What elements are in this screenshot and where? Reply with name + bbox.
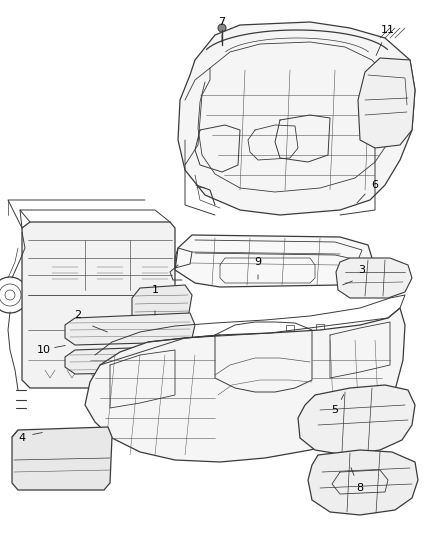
Bar [195, 337, 204, 343]
Text: 3: 3 [358, 265, 365, 275]
Circle shape [218, 24, 226, 32]
Polygon shape [175, 235, 371, 287]
Text: 7: 7 [218, 17, 225, 27]
Polygon shape [335, 258, 411, 298]
Text: 9: 9 [254, 257, 261, 267]
Polygon shape [297, 385, 414, 455]
Text: 11: 11 [380, 25, 394, 35]
Bar [28, 370, 58, 382]
Polygon shape [132, 285, 191, 327]
Polygon shape [357, 58, 414, 148]
Bar [140, 262, 170, 284]
Bar [285, 325, 293, 331]
Text: 10: 10 [37, 345, 51, 355]
Polygon shape [85, 308, 404, 462]
Polygon shape [177, 22, 414, 215]
Polygon shape [307, 450, 417, 515]
Polygon shape [65, 346, 190, 374]
Bar [50, 262, 80, 284]
Text: 1: 1 [151, 285, 158, 295]
Polygon shape [22, 222, 175, 388]
Polygon shape [12, 427, 112, 490]
Text: 6: 6 [371, 180, 378, 190]
Text: 8: 8 [356, 483, 363, 493]
Bar [315, 324, 323, 330]
Polygon shape [65, 313, 194, 345]
Text: 5: 5 [331, 405, 338, 415]
Text: 4: 4 [18, 433, 25, 443]
Text: 2: 2 [74, 310, 81, 320]
Bar [95, 262, 125, 284]
